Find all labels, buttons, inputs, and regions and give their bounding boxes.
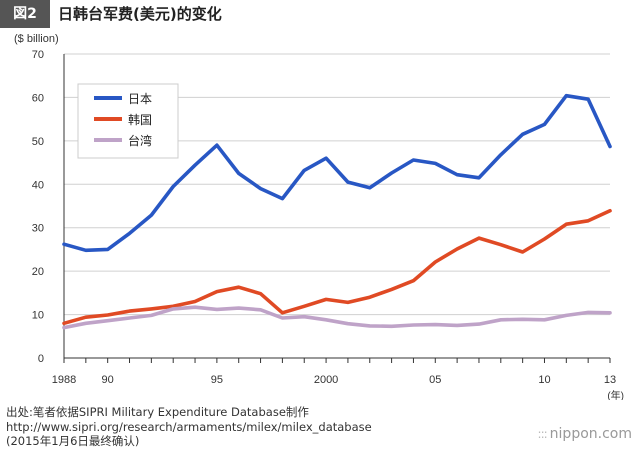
figure-title: 日韩台军费(美元)的变化 (58, 5, 222, 23)
y-tick-label: 40 (32, 179, 44, 191)
chart-grid (64, 53, 610, 316)
x-tick-label: 1988 (52, 374, 76, 386)
y-tick-label: 0 (38, 353, 44, 365)
chart-axes: 0 10 20 30 40 50 60 70 ($ billion) 1988 90 95 2000 05… (14, 33, 624, 400)
x-tick-label: 95 (211, 374, 223, 386)
y-tick-label: 60 (32, 92, 44, 104)
series-line (62, 93, 612, 253)
brand-logo: ::: nippon.com (538, 426, 632, 442)
x-tick-label: 2000 (314, 374, 338, 386)
brand-text: nippon.com (549, 426, 632, 442)
source-url: http://www.sipri.org/research/armaments/… (6, 419, 372, 434)
brand-dots-icon: ::: (537, 427, 548, 441)
figure-label: 図2 (0, 0, 50, 28)
y-tick-label: 70 (32, 49, 44, 61)
x-tick-label: 13 (604, 374, 616, 386)
y-tick-label: 30 (32, 223, 44, 235)
x-tick-label: 05 (429, 374, 441, 386)
legend-label: 韩国 (128, 112, 152, 127)
source-line: 出处:笔者依据SIPRI Military Expenditure Databa… (6, 405, 309, 419)
line-chart: 0 10 20 30 40 50 60 70 ($ billion) 1988 90 95 2000 05… (14, 33, 624, 400)
series-line (62, 305, 612, 330)
series-line (62, 209, 612, 326)
figure-header: 図2 日韩台军费(美元)的变化 (0, 0, 640, 28)
x-tick-label: 90 (102, 374, 114, 386)
source-note: 出处:笔者依据SIPRI Military Expenditure Databa… (6, 405, 372, 449)
y-tick-label: 10 (32, 310, 44, 322)
x-axis-unit: (年) (607, 389, 624, 400)
legend-label: 日本 (128, 92, 152, 106)
legend-label: 台湾 (128, 133, 152, 148)
y-axis-title: ($ billion) (14, 33, 59, 45)
source-date: (2015年1月6日最终确认) (6, 434, 140, 448)
y-tick-label: 50 (32, 136, 44, 148)
y-tick-label: 20 (32, 266, 44, 278)
x-tick-label: 10 (538, 374, 550, 386)
chart-series (62, 93, 612, 330)
